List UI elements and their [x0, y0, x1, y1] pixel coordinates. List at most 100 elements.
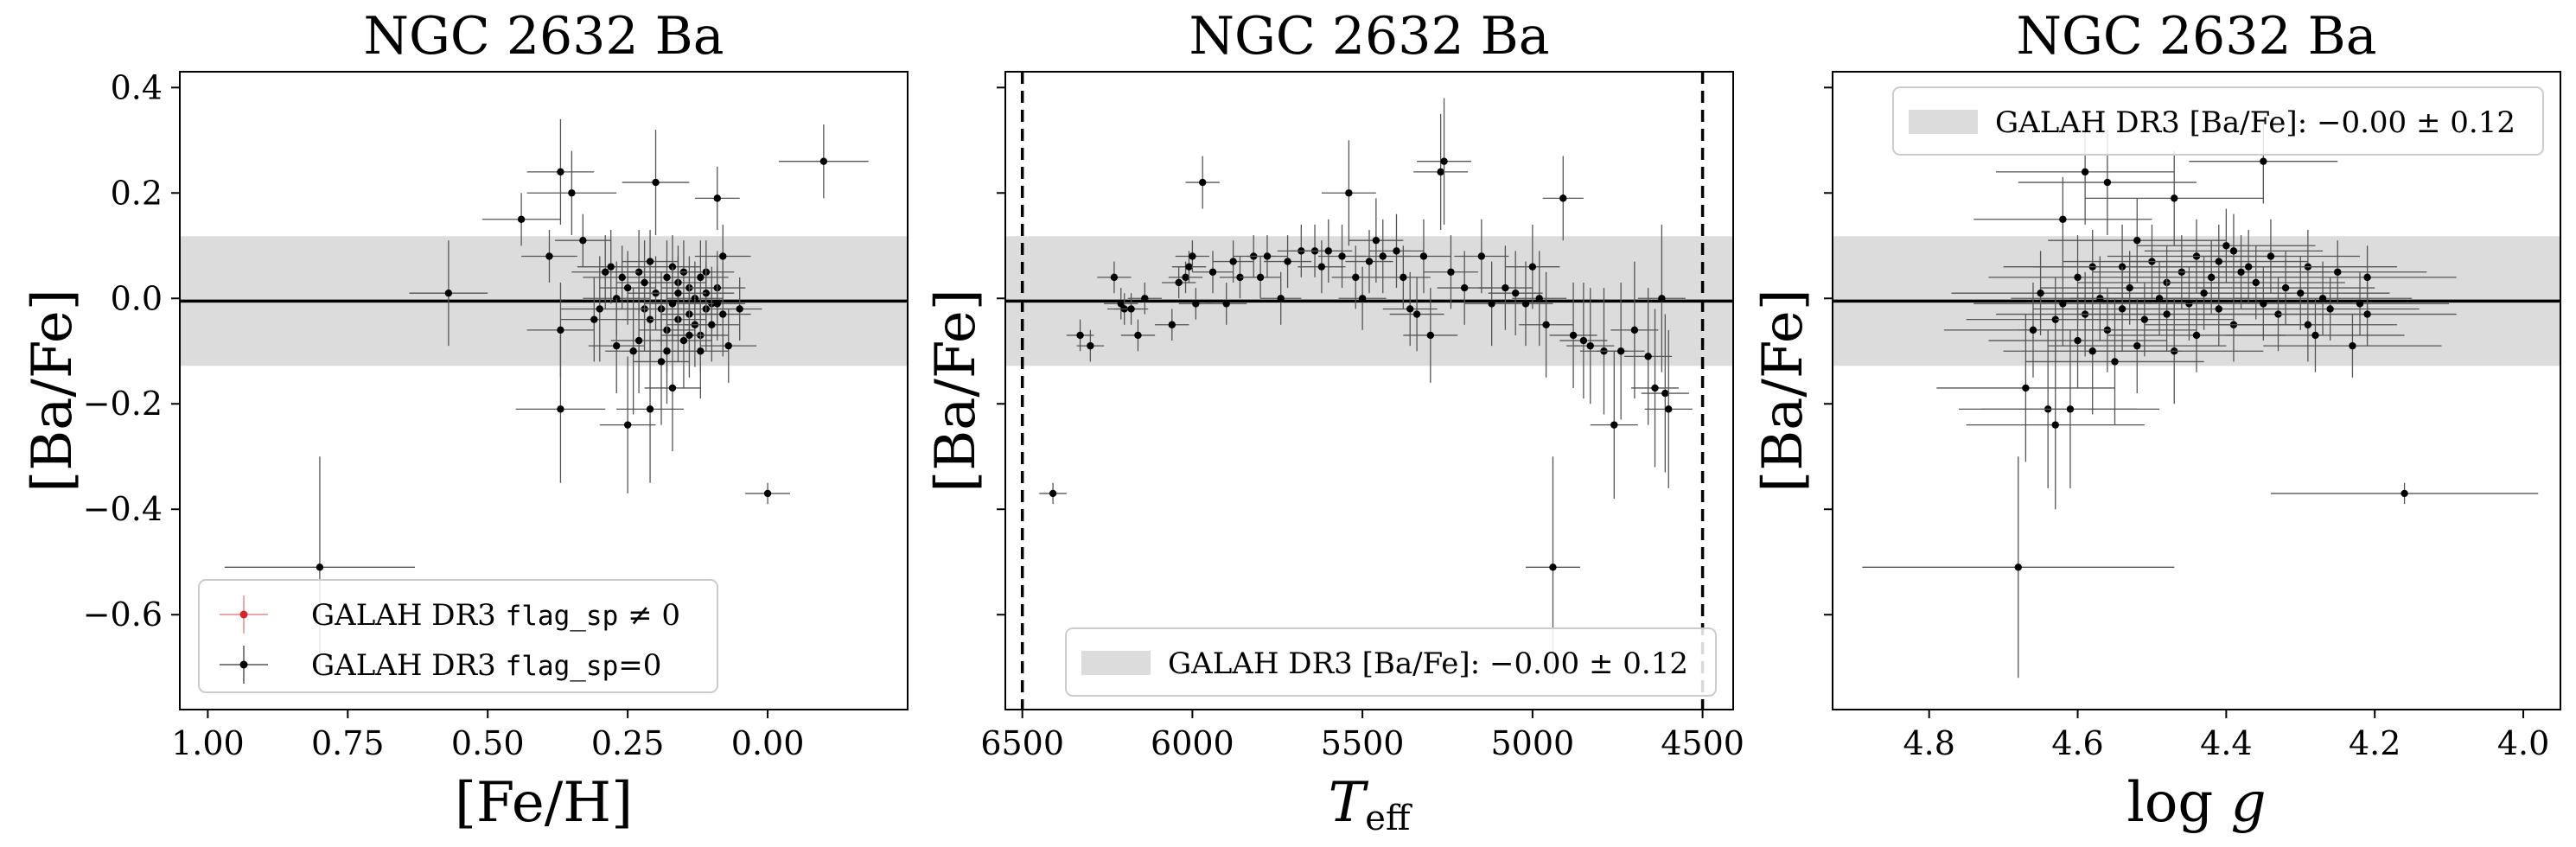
data-point [2270, 482, 2539, 505]
data-marker [763, 489, 772, 498]
data-point [633, 298, 690, 425]
chart-title: NGC 2632 Ba [363, 6, 724, 67]
data-marker [316, 564, 324, 571]
data-marker [2311, 331, 2319, 340]
axes-frame [179, 71, 909, 710]
data-marker [1569, 331, 1578, 340]
data-point [2159, 229, 2338, 304]
data-marker [1412, 310, 1421, 318]
data-marker [618, 273, 626, 282]
data-marker [1208, 268, 1217, 276]
data-point [1247, 235, 1288, 277]
legend-marker [239, 610, 248, 619]
data-marker [1426, 331, 1435, 340]
data-marker [657, 358, 666, 366]
legend-box [198, 579, 718, 693]
plot-area [1005, 72, 1733, 710]
data-marker [2401, 489, 2408, 498]
data-point [2085, 150, 2264, 246]
data-point [1097, 261, 1132, 294]
data-point [1355, 219, 1411, 294]
data-marker [1665, 405, 1673, 413]
data-marker [2088, 347, 2096, 355]
y-tick-label: −0.2 [83, 385, 163, 423]
x-axis-label: Teff [1329, 771, 1412, 838]
data-point [1862, 456, 2175, 678]
data-marker [2318, 295, 2327, 302]
data-marker [557, 326, 564, 334]
data-marker [2171, 194, 2178, 202]
data-marker [697, 347, 705, 355]
data-point [1240, 256, 1281, 299]
data-point [661, 293, 717, 378]
data-point [2144, 213, 2324, 289]
data-point [1454, 219, 1509, 294]
data-marker [674, 289, 682, 297]
data-marker [1630, 326, 1639, 334]
y-tick-label: −0.4 [83, 490, 163, 528]
data-marker [2260, 157, 2267, 165]
data-marker [2363, 273, 2371, 282]
legend: GALAH DR3 [Ba/Fe]: −0.00 ± 0.12 [1892, 86, 2544, 156]
data-marker [1168, 321, 1176, 328]
data-marker [2215, 258, 2222, 265]
x-tick-label: 4.2 [2349, 724, 2401, 762]
data-point [1349, 198, 1404, 283]
x-tick-label: 0.50 [451, 724, 525, 762]
data-marker [708, 321, 716, 328]
data-marker [2022, 384, 2030, 392]
data-point [610, 288, 667, 394]
data-point [1264, 235, 1312, 289]
data-marker [623, 421, 632, 429]
data-point [1610, 261, 1659, 399]
data-point [1417, 98, 1472, 225]
data-point [2241, 277, 2420, 341]
legend-entry-flag: flag_sp [506, 601, 619, 632]
y-tick-label: −0.6 [83, 595, 163, 634]
data-marker [2133, 341, 2141, 350]
data-marker [2229, 247, 2238, 255]
y-tick-label: 0.0 [111, 279, 163, 317]
data-point [2226, 298, 2405, 373]
x-axis-label: log g [2126, 771, 2266, 835]
data-marker [2126, 283, 2133, 292]
data-point [1566, 288, 1615, 404]
data-marker [2037, 289, 2044, 297]
data-marker [713, 300, 721, 308]
data-marker [1535, 295, 1543, 302]
data-point [644, 324, 701, 452]
data-point [2055, 282, 2234, 357]
data-point [409, 240, 488, 347]
x-tick-label: 5500 [1321, 724, 1405, 762]
data-marker [1338, 252, 1346, 260]
data-marker [1076, 331, 1084, 340]
panels: 1.00 0.75 0.50 0.25 0.00 0.4 0.2 0.0 −0.2 −0.4 −0.… [21, 6, 2561, 838]
data-marker [557, 405, 564, 413]
plot-area [1833, 118, 2560, 678]
data-marker [1189, 252, 1196, 260]
data-marker [1110, 273, 1119, 282]
data-point [1175, 240, 1210, 272]
data-marker [1379, 252, 1387, 260]
data-marker [1549, 564, 1557, 571]
data-point [1936, 314, 2115, 462]
data-marker [2200, 289, 2208, 297]
data-point [1403, 288, 1458, 383]
data-marker [1651, 384, 1659, 392]
data-marker [1616, 347, 1625, 355]
data-marker [719, 310, 727, 318]
data-point [1161, 266, 1196, 299]
data-point [1413, 113, 1469, 230]
data-marker [2215, 305, 2222, 313]
data-point [1039, 482, 1067, 505]
data-point [1382, 271, 1438, 347]
data-point [672, 303, 729, 399]
data-point [2003, 288, 2182, 415]
data-point [1127, 282, 1162, 315]
data-point [481, 193, 561, 246]
data-point [1260, 271, 1302, 325]
data-point [650, 256, 706, 330]
data-point [700, 309, 757, 383]
data-marker [2118, 305, 2126, 313]
data-point [1192, 251, 1234, 294]
